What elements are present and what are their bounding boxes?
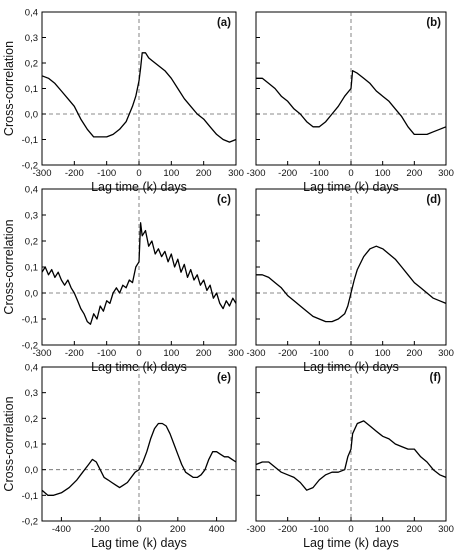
x-tick-labels: -300 -200 -100 0 100 200 300 (246, 168, 453, 179)
x-tick-label: -200 (278, 524, 297, 535)
x-tick-label: -300 (246, 524, 265, 535)
y-tick-label: 0,4 (25, 363, 38, 374)
panel-label: (d) (426, 194, 441, 206)
panel-label: (c) (217, 194, 231, 206)
chart-panel: -300 -200 -100 0 100 200 300 -0,2 -0,1 0,0 0,1 0,2 0… (2, 8, 244, 195)
x-tick-label: -200 (65, 348, 84, 359)
x-tick-label: -200 (278, 348, 297, 359)
x-tick-label: -200 (278, 168, 297, 179)
x-tick-labels: -400 -200 0 200 400 (52, 524, 225, 535)
series-line (41, 422, 237, 496)
y-tick-labels: -0,2 -0,1 0,0 0,1 0,2 0,3 0,4 (22, 363, 38, 528)
x-tick-label: 200 (406, 524, 422, 535)
x-tick-label: 100 (163, 348, 179, 359)
chart-panel: -300 -200 -100 0 100 200 300 (b) Lag time (k) da… (246, 11, 454, 194)
chart-panel: -300 -200 -100 0 100 200 300 (f) Lag time (k) da… (246, 366, 454, 550)
y-tick-label: -0,2 (22, 517, 38, 528)
y-tick-label: 0,2 (25, 414, 38, 425)
x-tick-label: 200 (196, 348, 212, 359)
y-tick-label: 0,4 (25, 8, 38, 19)
y-tick-label: 0,0 (25, 465, 38, 476)
x-tick-label: -100 (97, 348, 116, 359)
panel-label: (a) (217, 17, 231, 29)
y-tick-label: 0,2 (25, 59, 38, 70)
x-tick-label: 0 (348, 168, 353, 179)
x-tick-label: 0 (136, 168, 141, 179)
x-tick-label: 300 (438, 348, 454, 359)
x-tick-label: -200 (65, 168, 84, 179)
x-tick-label: 100 (375, 524, 391, 535)
series-line (41, 222, 237, 325)
series-line (256, 70, 447, 136)
y-tick-labels: -0,2 -0,1 0,0 0,1 0,2 0,3 0,4 (22, 185, 38, 352)
chart-panel: -300 -200 -100 0 100 200 300 -0,2 -0,1 0,0 0,1 0,2 0… (2, 185, 244, 375)
x-tick-label: 200 (170, 524, 186, 535)
x-axis-title: Lag time (k) days (303, 536, 399, 550)
x-tick-label: -300 (246, 168, 265, 179)
series-line (256, 245, 447, 323)
y-tick-label: 0,3 (25, 211, 38, 222)
x-tick-label: -300 (32, 168, 51, 179)
x-tick-label: 300 (438, 168, 454, 179)
panel-label: (e) (217, 372, 231, 384)
x-tick-labels: -300 -200 -100 0 100 200 300 (32, 348, 243, 359)
y-tick-label: -0,2 (22, 341, 38, 352)
series-line (255, 420, 447, 491)
x-tick-label: 0 (348, 524, 353, 535)
x-tick-label: 0 (348, 348, 353, 359)
y-tick-label: 0,3 (25, 33, 38, 44)
y-tick-labels: -0,2 -0,1 0,0 0,1 0,2 0,3 0,4 (22, 8, 38, 172)
x-tick-label: -400 (52, 524, 71, 535)
x-tick-label: 0 (136, 524, 141, 535)
y-tick-label: 0,4 (25, 185, 38, 196)
x-tick-label: 0 (136, 348, 141, 359)
x-tick-label: 200 (196, 168, 212, 179)
y-tick-label: 0,0 (25, 289, 38, 300)
y-tick-label: 0,1 (25, 440, 38, 451)
x-tick-label: -300 (246, 348, 265, 359)
chart-panel: -400 -200 0 200 400 -0,2 -0,1 0,0 0,1 0,2 0,3 0,4 (e… (2, 363, 237, 550)
x-tick-label: 300 (228, 348, 244, 359)
x-tick-label: -100 (97, 168, 116, 179)
y-axis-title: Cross-correlation (2, 396, 16, 491)
y-tick-label: -0,1 (22, 315, 38, 326)
x-axis-title: Lag time (k) days (91, 180, 187, 194)
series-line (41, 52, 237, 143)
x-tick-labels: -300 -200 -100 0 100 200 300 (246, 524, 453, 535)
x-tick-label: 100 (375, 168, 391, 179)
panel-label: (f) (430, 372, 442, 384)
y-tick-label: 0,1 (25, 263, 38, 274)
x-tick-label: 300 (228, 168, 244, 179)
x-axis-title: Lag time (k) days (303, 180, 399, 194)
panel-label: (b) (426, 17, 441, 29)
x-axis-title: Lag time (k) days (91, 536, 187, 550)
y-tick-label: -0,2 (22, 161, 38, 172)
x-tick-labels: -300 -200 -100 0 100 200 300 (32, 168, 243, 179)
x-tick-label: 100 (163, 168, 179, 179)
y-tick-label: 0,2 (25, 237, 38, 248)
x-tick-label: -100 (310, 524, 329, 535)
x-tick-label: -100 (310, 348, 329, 359)
y-tick-label: -0,1 (22, 491, 38, 502)
x-tick-label: -200 (91, 524, 110, 535)
x-tick-label: 300 (438, 524, 454, 535)
x-tick-label: 200 (406, 168, 422, 179)
y-axis-title: Cross-correlation (2, 41, 16, 136)
y-tick-label: 0,1 (25, 84, 38, 95)
x-tick-label: -100 (310, 168, 329, 179)
x-tick-label: 200 (406, 348, 422, 359)
x-tick-label: -300 (32, 348, 51, 359)
x-tick-labels: -300 -200 -100 0 100 200 300 (246, 348, 453, 359)
y-axis-title: Cross-correlation (2, 219, 16, 314)
x-tick-label: 400 (209, 524, 225, 535)
x-tick-label: 100 (375, 348, 391, 359)
y-tick-label: -0,1 (22, 135, 38, 146)
y-tick-label: 0,3 (25, 388, 38, 399)
chart-panel: -300 -200 -100 0 100 200 300(d)Lag time (k) da… (246, 188, 454, 374)
y-tick-label: 0,0 (25, 110, 38, 121)
